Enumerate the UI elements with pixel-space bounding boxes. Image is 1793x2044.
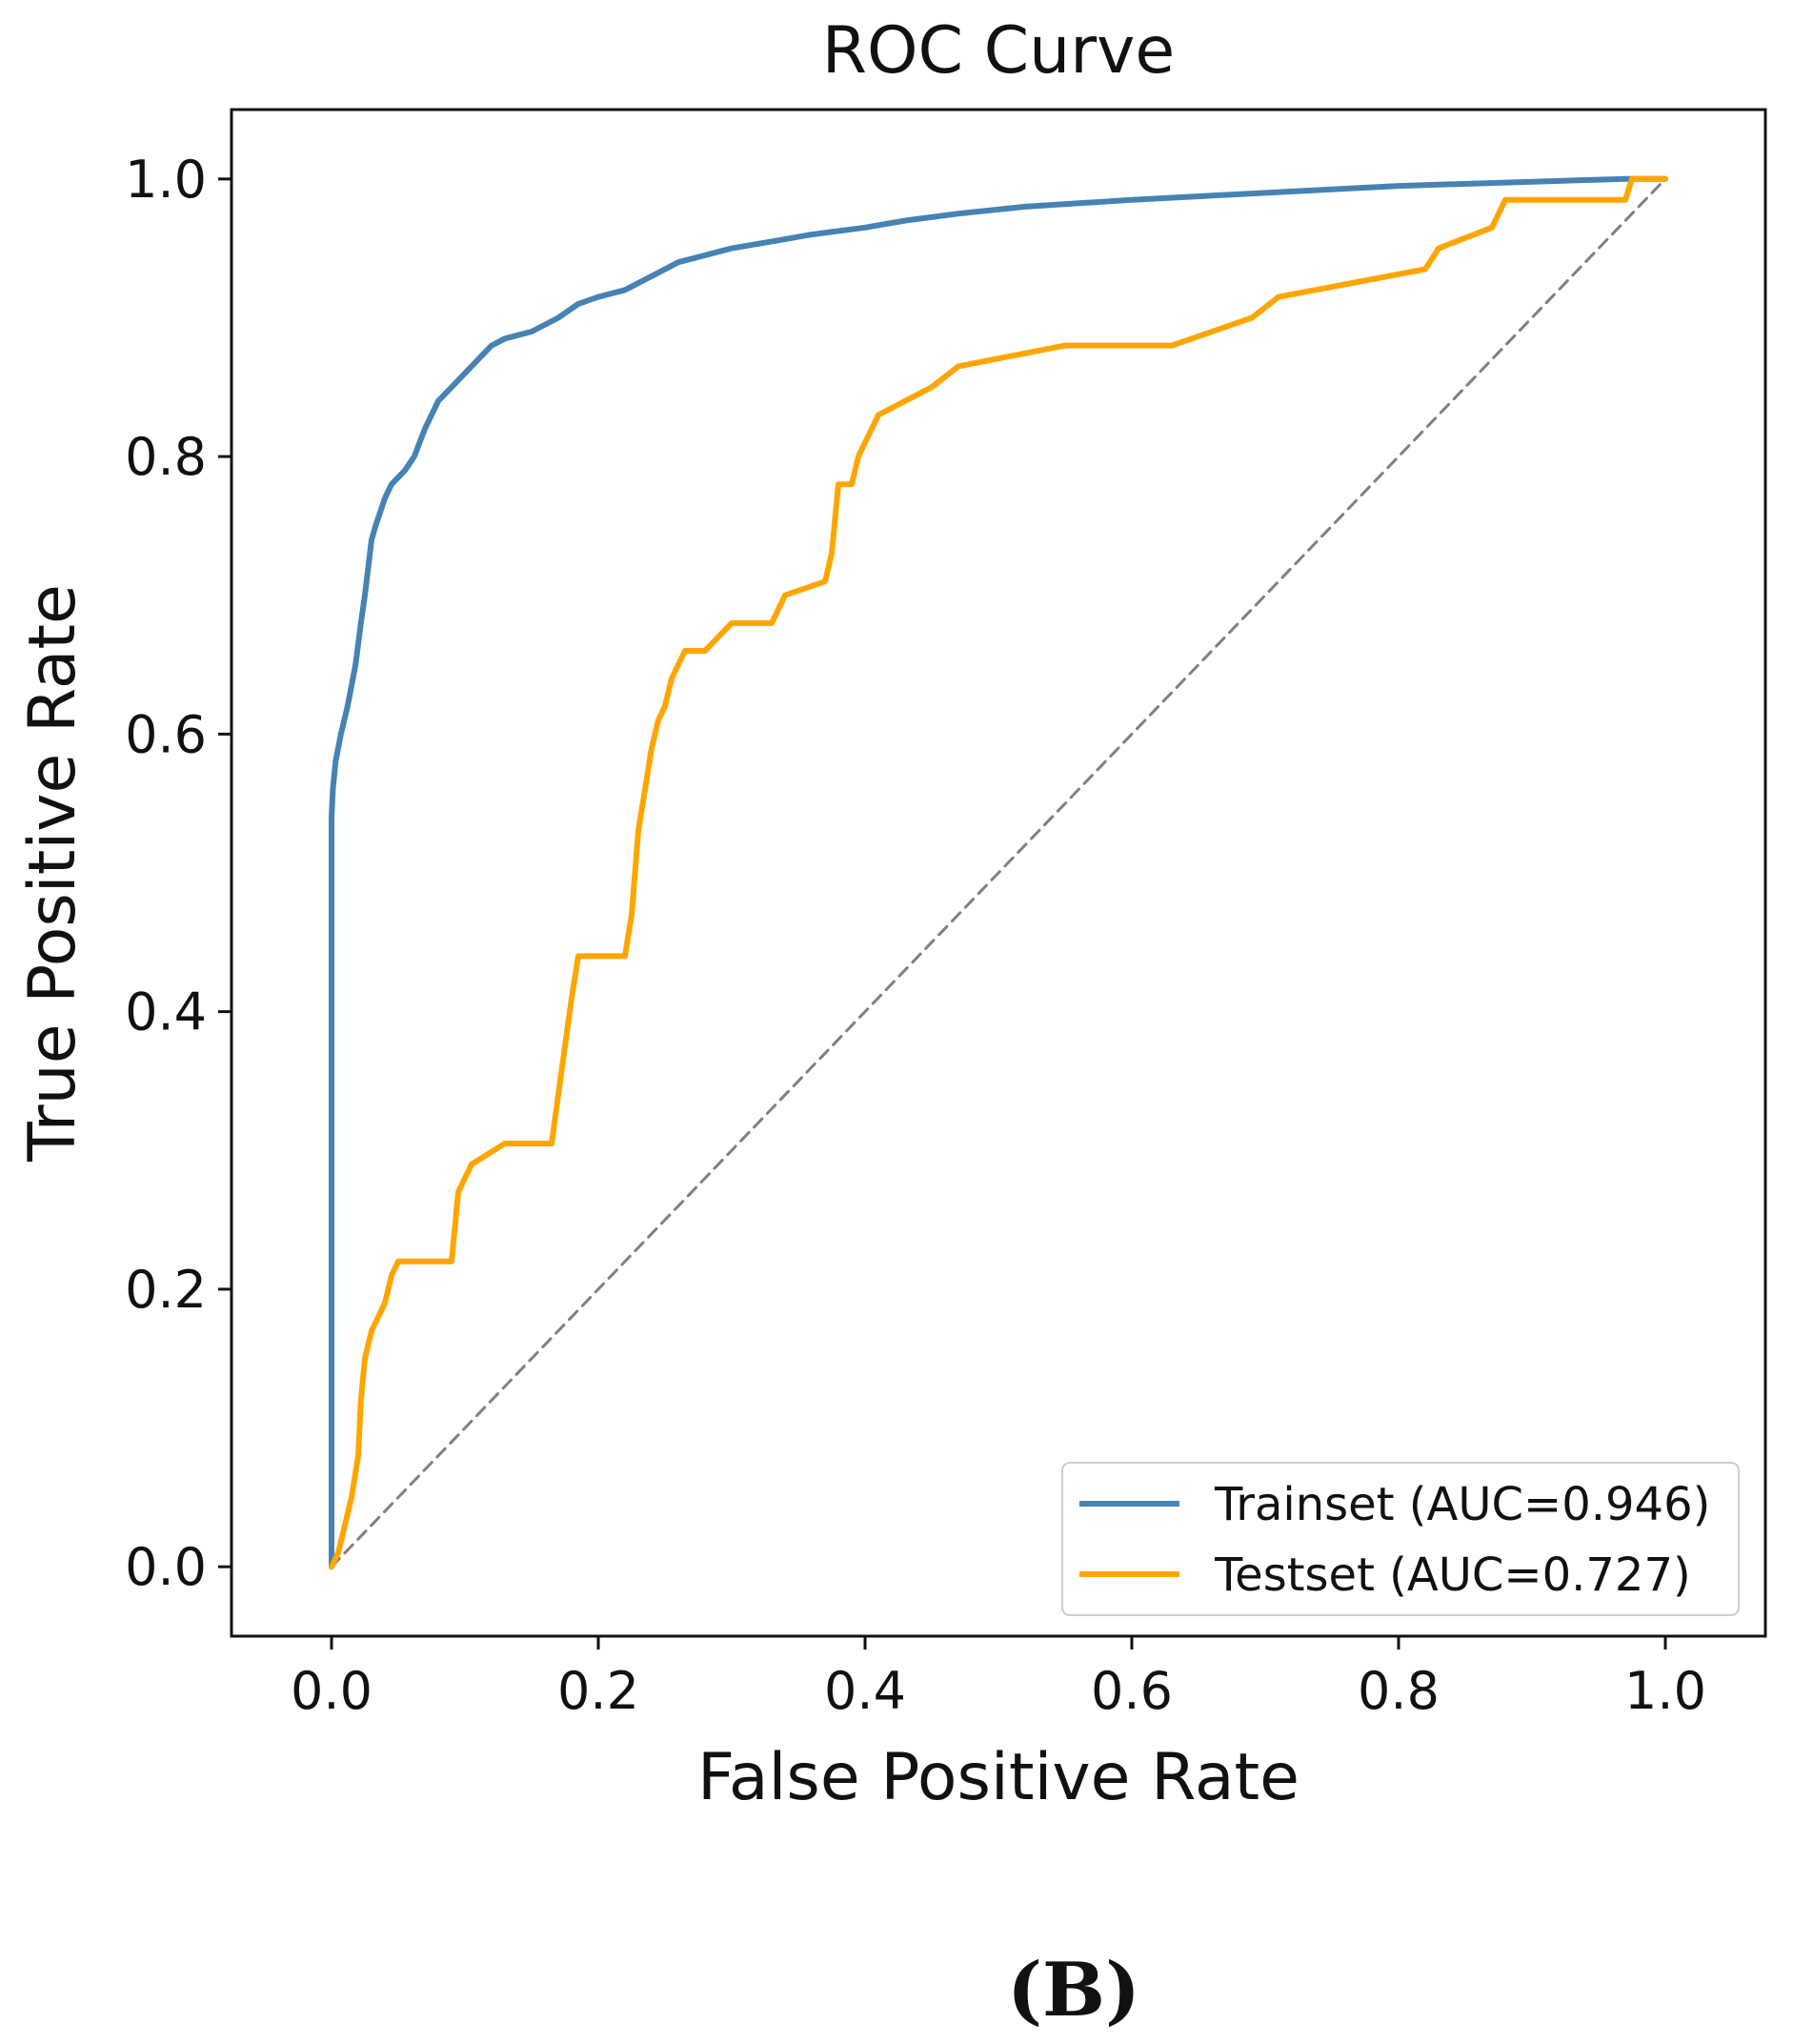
y-tick-label: 1.0 [125,150,207,210]
plot-area [329,175,1668,1570]
y-tick-label: 0.6 [125,704,207,764]
y-axis: 0.0 0.2 0.4 0.6 0.8 1.0 [125,150,232,1597]
chart-title: ROC Curve [822,13,1175,89]
y-tick-label: 0.0 [125,1537,207,1597]
legend-label-trainset: Trainset (AUC=0.946) [1214,1478,1710,1531]
testset-roc-line [329,175,1668,1570]
x-tick-label: 1.0 [1624,1661,1706,1721]
legend: Trainset (AUC=0.946) Testset (AUC=0.727) [1061,1462,1740,1616]
legend-box [1061,1462,1740,1616]
x-tick-label: 0.0 [291,1661,373,1721]
chance-diagonal-line [330,177,1667,1568]
x-tick-label: 0.8 [1358,1661,1440,1721]
x-tick-label: 0.4 [824,1661,906,1721]
x-tick-label: 0.6 [1091,1661,1173,1721]
x-axis-label: False Positive Rate [697,1740,1299,1815]
y-tick-label: 0.4 [125,982,207,1042]
x-tick-label: 0.2 [557,1661,639,1721]
y-tick-label: 0.2 [125,1260,207,1320]
x-axis: 0.0 0.2 0.4 0.6 0.8 1.0 [291,1636,1706,1721]
legend-label-testset: Testset (AUC=0.727) [1214,1548,1691,1602]
panel-label: (B) [1007,1947,1140,2034]
trainset-roc-line [329,175,1668,1570]
y-tick-label: 0.8 [125,427,207,487]
y-axis-label: True Positive Rate [15,584,91,1163]
axes-frame [230,108,1767,1638]
